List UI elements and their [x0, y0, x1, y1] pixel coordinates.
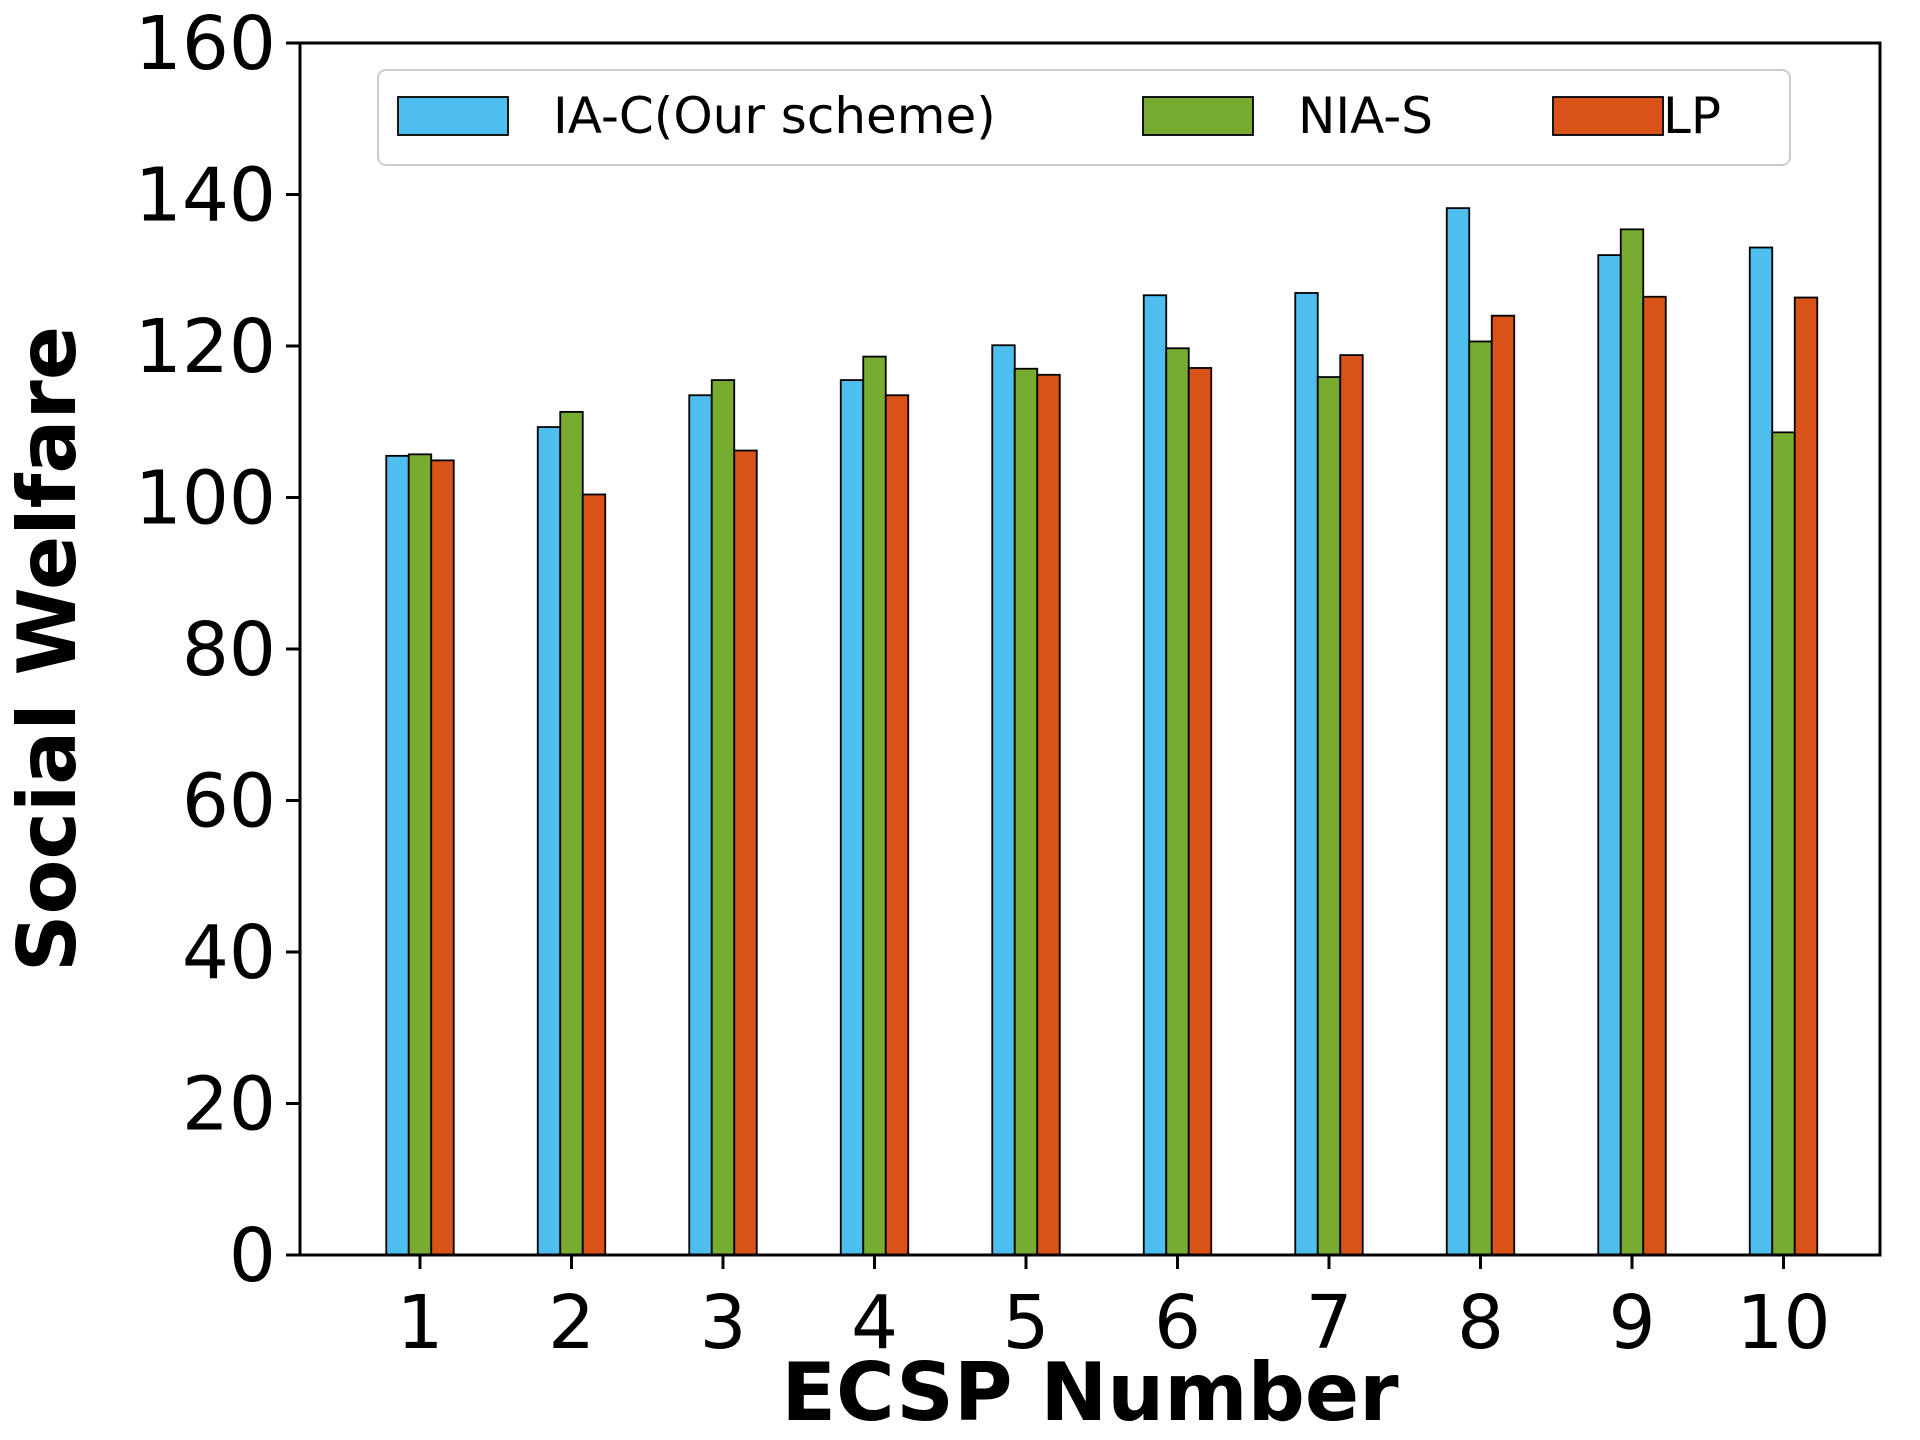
bar-lp-5	[1036, 373, 1061, 1256]
x-tick-label: 10	[1736, 1280, 1830, 1366]
y-tick-label: 100	[135, 456, 276, 542]
bar-nia-s-5	[1013, 367, 1039, 1256]
y-tick-label: 140	[135, 153, 276, 239]
y-tick-label: 60	[182, 759, 276, 845]
bar-lp-7	[1339, 354, 1364, 1256]
bar-ia-c-our-scheme--2	[536, 426, 562, 1256]
bar-lp-2	[581, 493, 607, 1256]
y-tick-label: 160	[135, 1, 276, 87]
bar-ia-c-our-scheme--5	[991, 344, 1016, 1256]
bar-ia-c-our-scheme--3	[688, 394, 713, 1256]
bar-ia-c-our-scheme--10	[1748, 246, 1774, 1256]
x-tick-label: 1	[396, 1280, 443, 1366]
bar-nia-s-4	[862, 355, 887, 1256]
x-tick-label: 3	[699, 1280, 746, 1366]
bar-nia-s-9	[1619, 228, 1645, 1256]
y-tick-label: 0	[229, 1213, 276, 1299]
y-axis-title: Social Welfare	[1, 326, 94, 972]
legend-label: LP	[1663, 87, 1721, 145]
bar-nia-s-3	[710, 379, 736, 1256]
bar-ia-c-our-scheme--8	[1445, 207, 1471, 1256]
x-axis: 1 2 3 4 5 6 7 8 9 10	[396, 1255, 1831, 1366]
legend-label: NIA-S	[1298, 87, 1433, 145]
legend-swatch	[1552, 96, 1664, 136]
legend-box	[377, 69, 1791, 166]
bar-ia-c-our-scheme--6	[1142, 294, 1168, 1256]
y-tick-label: 40	[182, 910, 276, 996]
y-tick-label: 20	[182, 1062, 276, 1148]
x-axis-title: ECSP Number	[781, 1346, 1399, 1439]
bar-nia-s-2	[559, 411, 584, 1256]
x-tick-label: 9	[1608, 1280, 1655, 1366]
bar-nia-s-7	[1316, 376, 1342, 1256]
bar-nia-s-10	[1771, 431, 1796, 1256]
plot-frame	[298, 41, 1882, 1257]
x-tick-label: 8	[1457, 1280, 1504, 1366]
legend-label: IA-C(Our scheme)	[553, 87, 996, 145]
bar-ia-c-our-scheme--1	[385, 454, 410, 1256]
x-tick-label: 2	[548, 1280, 595, 1366]
y-tick-label: 80	[182, 607, 276, 693]
bar-lp-6	[1187, 367, 1213, 1256]
x-tick-label: 6	[1154, 1280, 1201, 1366]
bar-lp-4	[884, 394, 910, 1256]
y-tick-label: 120	[135, 304, 276, 390]
x-tick-label: 4	[851, 1280, 898, 1366]
x-tick-label: 7	[1305, 1280, 1352, 1366]
bar-ia-c-our-scheme--4	[839, 379, 865, 1256]
bar-nia-s-6	[1165, 347, 1190, 1256]
legend: IA-C(Our scheme) NIA-S LP	[377, 69, 1791, 166]
legend-swatch	[1142, 96, 1254, 136]
x-tick-label: 5	[1002, 1280, 1049, 1366]
bar-lp-9	[1642, 295, 1667, 1256]
bars-group	[385, 207, 1819, 1256]
bar-ia-c-our-scheme--7	[1294, 292, 1319, 1256]
legend-swatch	[397, 96, 509, 136]
bar-lp-1	[430, 459, 455, 1256]
y-axis: 0 20 40 60 80 100 120 140 160	[135, 1, 300, 1299]
bar-nia-s-8	[1468, 340, 1493, 1256]
bar-lp-8	[1490, 314, 1516, 1256]
bar-ia-c-our-scheme--9	[1597, 254, 1622, 1256]
bar-nia-s-1	[407, 453, 433, 1256]
bar-lp-3	[733, 449, 758, 1256]
bar-lp-10	[1793, 296, 1819, 1256]
